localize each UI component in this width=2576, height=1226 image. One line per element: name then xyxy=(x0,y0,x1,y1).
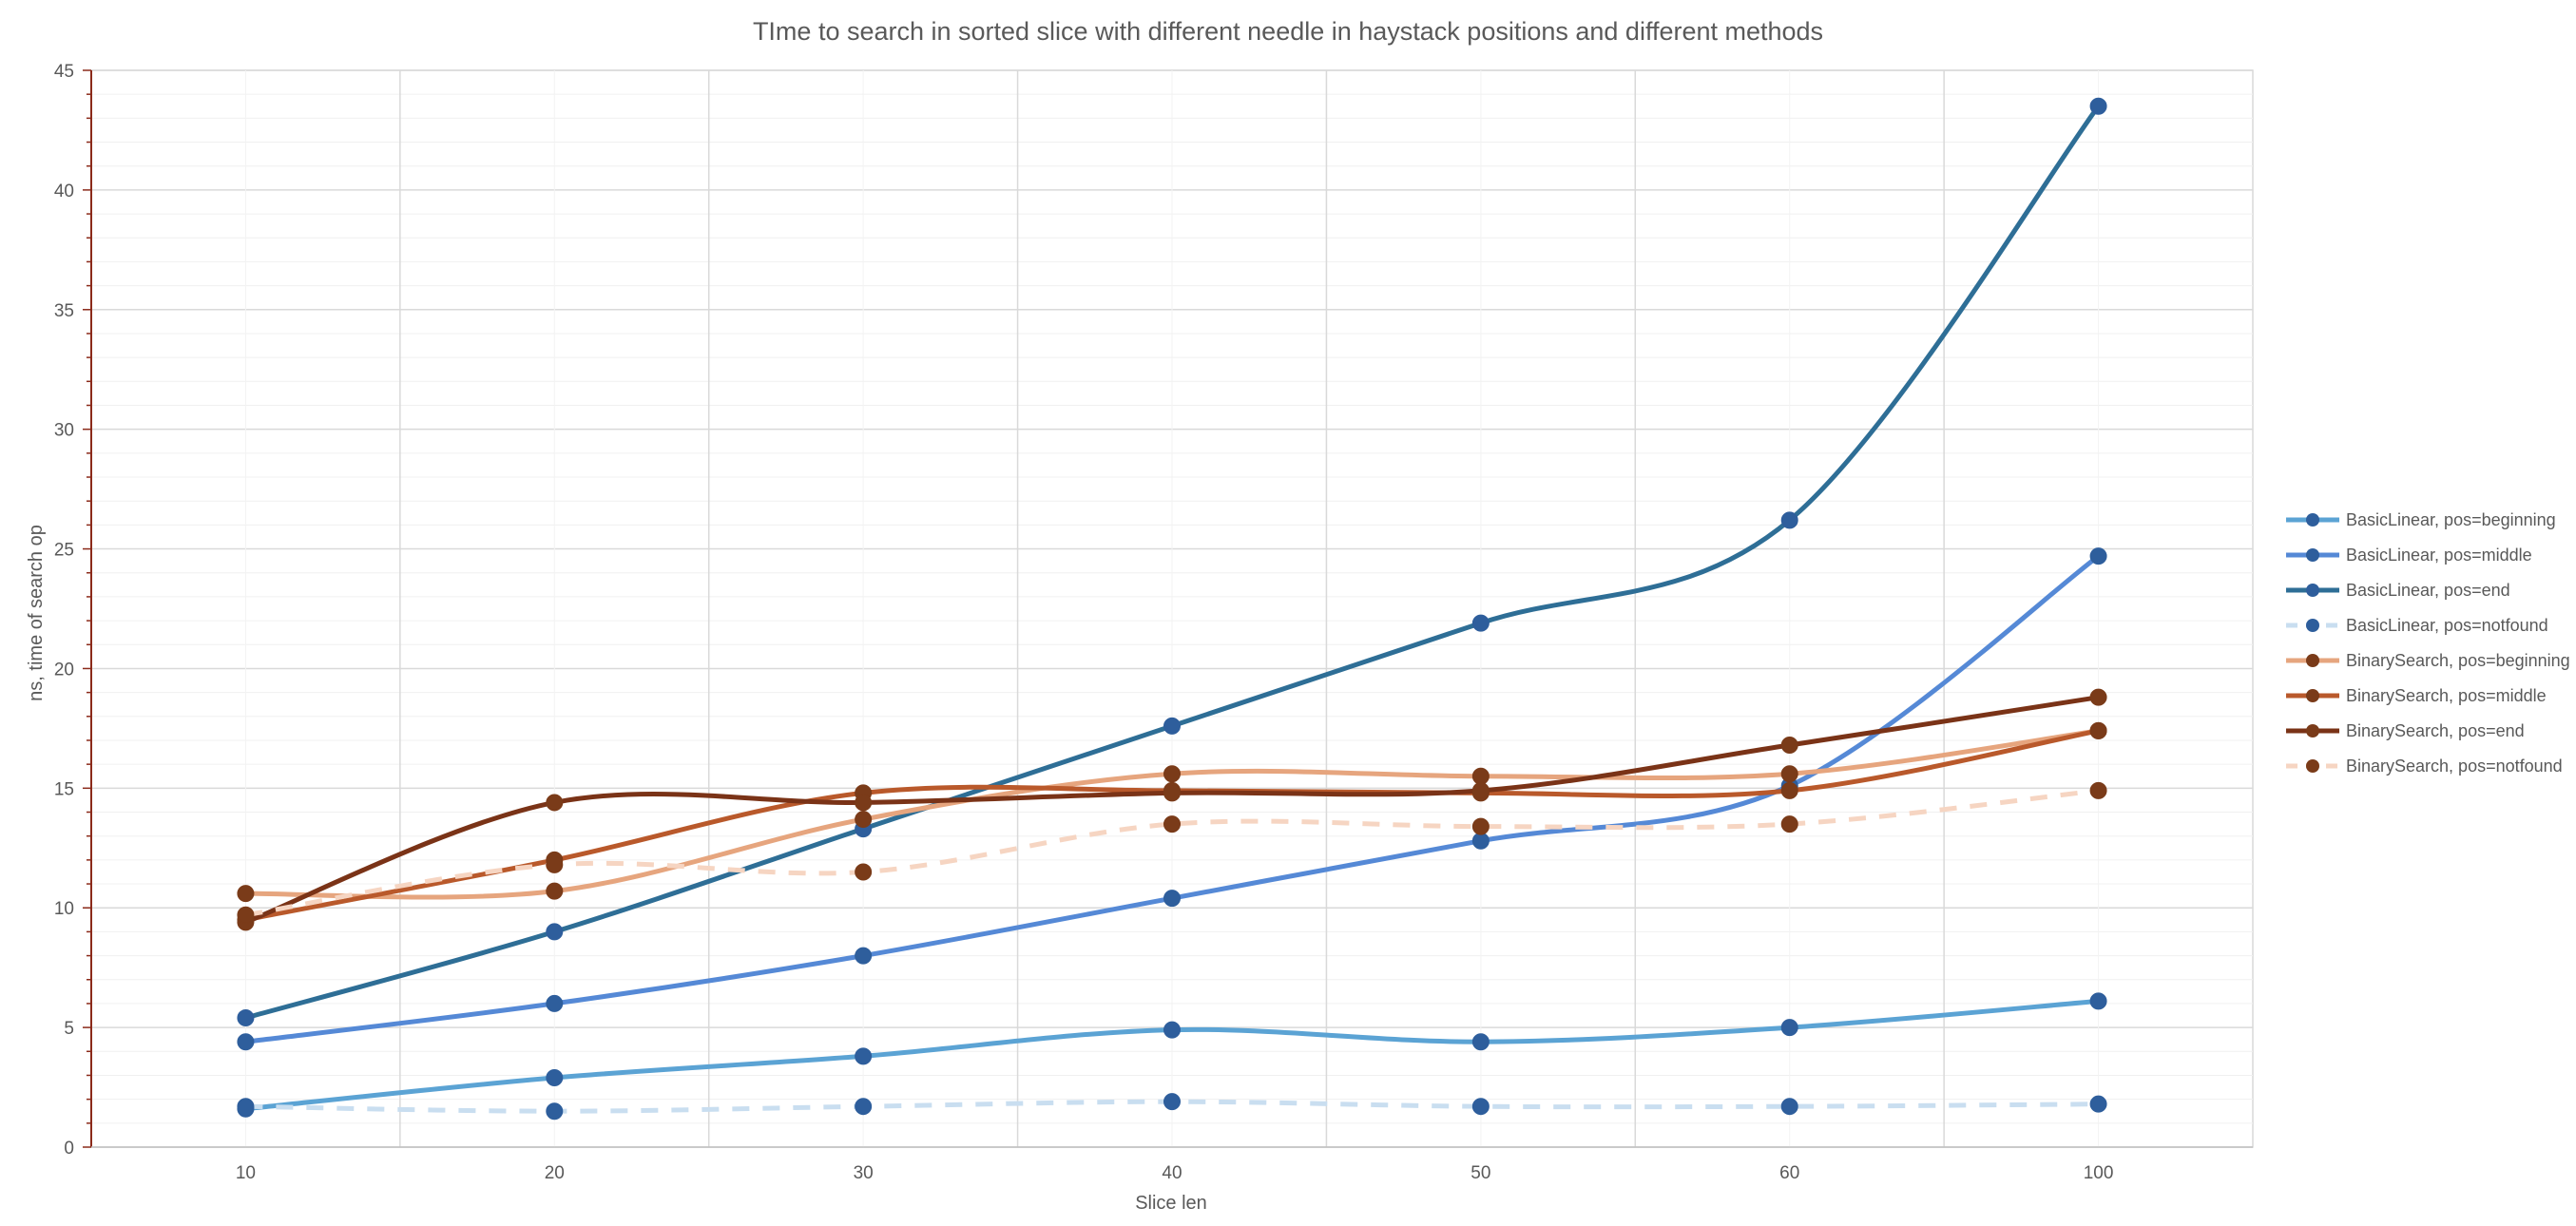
legend-item: BasicLinear, pos=beginning xyxy=(2286,510,2556,529)
x-tick-label: 20 xyxy=(545,1163,565,1183)
data-point-series-8 xyxy=(1780,815,1798,833)
legend-item: BinarySearch, pos=middle xyxy=(2286,686,2547,705)
y-tick-label: 15 xyxy=(54,779,74,799)
y-axis-title: ns, time of search op xyxy=(26,525,47,701)
data-point-series-2 xyxy=(1163,890,1181,908)
legend-swatch-marker xyxy=(2306,689,2319,702)
data-point-series-2 xyxy=(2089,547,2107,565)
legend: BasicLinear, pos=beginning BasicLinear, p… xyxy=(2286,510,2570,776)
x-tick-label: 10 xyxy=(236,1163,256,1183)
data-point-series-3 xyxy=(2089,97,2107,115)
y-tick-label: 35 xyxy=(54,301,74,321)
legend-item: BinarySearch, pos=notfound xyxy=(2286,757,2563,776)
data-point-series-8 xyxy=(2089,781,2107,799)
legend-swatch-marker xyxy=(2306,724,2319,738)
legend-item: BasicLinear, pos=middle xyxy=(2286,546,2532,565)
data-point-series-3 xyxy=(1471,614,1490,632)
data-point-series-5 xyxy=(855,811,873,829)
data-point-series-8 xyxy=(1471,817,1490,835)
y-tick-label: 5 xyxy=(64,1019,74,1039)
legend-item: BinarySearch, pos=beginning xyxy=(2286,651,2570,670)
axes xyxy=(83,69,2253,1148)
series-markers xyxy=(237,97,2107,1121)
x-tick-label: 60 xyxy=(1779,1163,1799,1183)
data-point-series-5 xyxy=(1471,767,1490,785)
legend-swatch-marker xyxy=(2306,619,2319,632)
legend-label: BasicLinear, pos=notfound xyxy=(2346,616,2548,635)
data-point-series-7 xyxy=(1471,781,1490,799)
data-point-series-7 xyxy=(855,794,873,812)
legend-item: BasicLinear, pos=notfound xyxy=(2286,616,2548,635)
data-point-series-2 xyxy=(1471,832,1490,850)
legend-label: BinarySearch, pos=beginning xyxy=(2346,651,2570,670)
data-point-series-7 xyxy=(1163,784,1181,802)
data-point-series-7 xyxy=(1780,737,1798,755)
data-point-series-8 xyxy=(855,863,873,881)
legend-label: BinarySearch, pos=middle xyxy=(2346,686,2547,705)
y-tick-label: 40 xyxy=(54,182,74,201)
legend-label: BinarySearch, pos=end xyxy=(2346,721,2525,740)
y-tick-labels: 0 5 10 15 20 25 30 35 40 45 xyxy=(54,62,74,1159)
legend-swatch-marker xyxy=(2306,759,2319,773)
legend-swatch-marker xyxy=(2306,513,2319,527)
data-point-series-4 xyxy=(1163,1093,1181,1111)
data-point-series-3 xyxy=(237,1009,255,1027)
data-point-series-3 xyxy=(1780,511,1798,529)
data-point-series-4 xyxy=(1780,1098,1798,1116)
data-point-series-7 xyxy=(546,794,564,812)
data-point-series-4 xyxy=(546,1102,564,1121)
data-point-series-5 xyxy=(1780,765,1798,783)
data-point-series-6 xyxy=(1780,781,1798,799)
legend-swatch-marker xyxy=(2306,584,2319,597)
data-point-series-3 xyxy=(546,923,564,941)
y-tick-label: 30 xyxy=(54,421,74,441)
data-point-series-1 xyxy=(1163,1021,1181,1039)
data-point-series-1 xyxy=(546,1068,564,1086)
legend-label: BasicLinear, pos=end xyxy=(2346,581,2510,600)
data-point-series-2 xyxy=(237,1033,255,1051)
data-point-series-7 xyxy=(2089,688,2107,706)
y-tick-label: 10 xyxy=(54,899,74,919)
data-point-series-8 xyxy=(546,855,564,873)
data-point-series-2 xyxy=(546,994,564,1012)
data-point-series-5 xyxy=(1163,765,1181,783)
chart-title: TIme to search in sorted slice with diff… xyxy=(753,17,1823,46)
legend-label: BinarySearch, pos=notfound xyxy=(2346,757,2563,776)
legend-label: BasicLinear, pos=beginning xyxy=(2346,510,2556,529)
y-tick-label: 0 xyxy=(64,1139,74,1159)
y-tick-label: 25 xyxy=(54,541,74,561)
data-point-series-4 xyxy=(237,1098,255,1116)
legend-swatch-marker xyxy=(2306,654,2319,667)
data-point-series-5 xyxy=(546,882,564,900)
y-tick-label: 45 xyxy=(54,62,74,82)
data-point-series-5 xyxy=(237,885,255,903)
x-tick-labels: 10 20 30 40 50 60 100 xyxy=(236,1163,2114,1183)
data-point-series-1 xyxy=(855,1047,873,1065)
y-tick-label: 20 xyxy=(54,660,74,680)
data-point-series-8 xyxy=(1163,815,1181,833)
legend-item: BasicLinear, pos=end xyxy=(2286,581,2510,600)
data-point-series-4 xyxy=(855,1098,873,1116)
x-tick-label: 30 xyxy=(854,1163,874,1183)
x-tick-label: 40 xyxy=(1162,1163,1182,1183)
data-point-series-4 xyxy=(1471,1098,1490,1116)
x-axis-title: Slice len xyxy=(1135,1193,1207,1214)
data-point-series-4 xyxy=(2089,1095,2107,1113)
legend-item: BinarySearch, pos=end xyxy=(2286,721,2525,740)
data-point-series-1 xyxy=(2089,992,2107,1010)
data-point-series-1 xyxy=(1780,1019,1798,1037)
x-tick-label: 100 xyxy=(2084,1163,2114,1183)
data-point-series-6 xyxy=(2089,721,2107,739)
data-point-series-3 xyxy=(1163,717,1181,735)
data-point-series-2 xyxy=(855,947,873,965)
x-tick-label: 50 xyxy=(1471,1163,1490,1183)
data-point-series-1 xyxy=(1471,1033,1490,1051)
data-point-series-8 xyxy=(237,906,255,924)
grid-lines xyxy=(90,69,2254,1148)
legend-label: BasicLinear, pos=middle xyxy=(2346,546,2532,565)
legend-swatch-marker xyxy=(2306,548,2319,562)
